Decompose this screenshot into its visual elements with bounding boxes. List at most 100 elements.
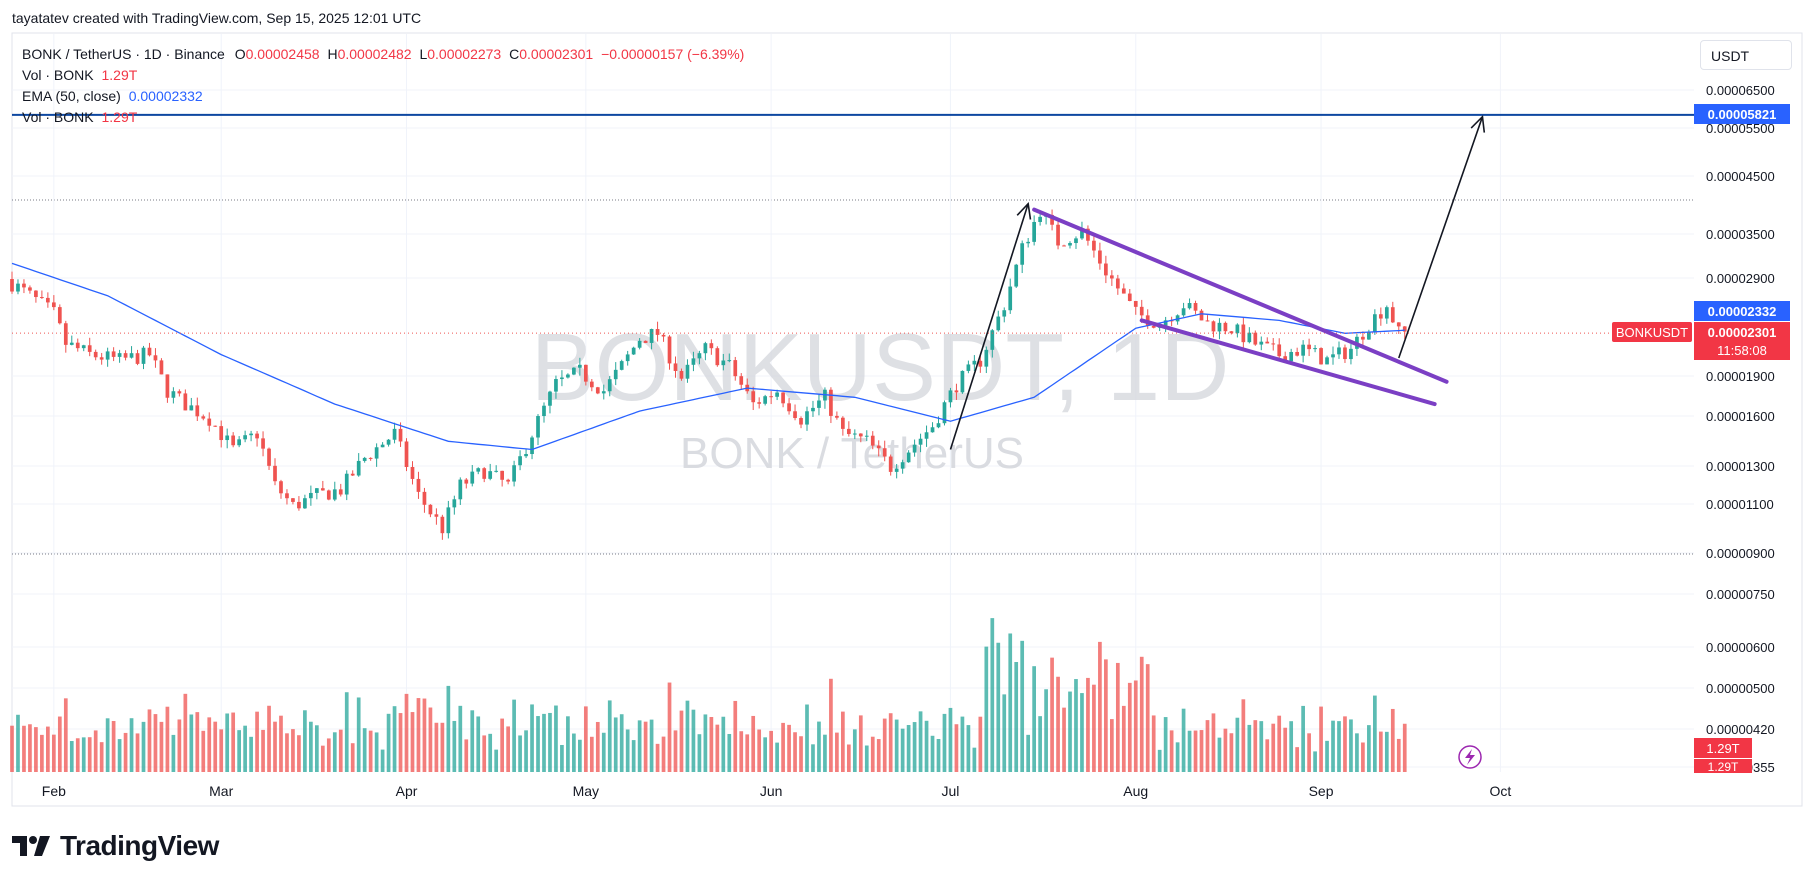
- currency-selector[interactable]: USDT: [1700, 40, 1792, 70]
- candle-body[interactable]: [117, 353, 122, 357]
- candle-body[interactable]: [972, 360, 977, 365]
- candle-body[interactable]: [512, 465, 516, 482]
- candle-body[interactable]: [733, 360, 738, 377]
- candle-body[interactable]: [1032, 221, 1036, 242]
- candle-body[interactable]: [936, 423, 941, 428]
- candle-body[interactable]: [583, 364, 588, 382]
- ema-row[interactable]: EMA (50, close) 0.00002332: [22, 86, 744, 107]
- candle-body[interactable]: [1402, 326, 1407, 332]
- candle-body[interactable]: [1277, 344, 1282, 357]
- wedge-lower-line[interactable]: [1139, 318, 1437, 407]
- candle-body[interactable]: [548, 391, 552, 406]
- candle-body[interactable]: [476, 468, 481, 472]
- candle-body[interactable]: [811, 407, 815, 412]
- candle-body[interactable]: [727, 360, 732, 362]
- candle-body[interactable]: [141, 347, 146, 364]
- candle-body[interactable]: [398, 428, 403, 442]
- candle-body[interactable]: [530, 437, 534, 455]
- candle-body[interactable]: [488, 471, 493, 479]
- candle-body[interactable]: [1235, 324, 1240, 334]
- candle-body[interactable]: [703, 343, 708, 354]
- candle-body[interactable]: [1289, 351, 1294, 362]
- candle-body[interactable]: [589, 381, 594, 388]
- volume-row-2[interactable]: Vol · BONK 1.29T: [22, 107, 744, 128]
- candle-body[interactable]: [691, 358, 696, 365]
- candle-body[interactable]: [57, 307, 62, 324]
- candle-body[interactable]: [153, 355, 158, 361]
- candle-body[interactable]: [1331, 354, 1335, 358]
- candle-body[interactable]: [679, 370, 684, 379]
- candle-body[interactable]: [1396, 322, 1401, 327]
- candle-body[interactable]: [147, 347, 152, 356]
- candle-body[interactable]: [1283, 356, 1288, 362]
- candle-body[interactable]: [1301, 344, 1305, 356]
- candle-body[interactable]: [817, 400, 821, 408]
- candle-body[interactable]: [518, 456, 522, 466]
- candle-body[interactable]: [1092, 240, 1096, 251]
- candle-body[interactable]: [918, 438, 923, 445]
- candle-body[interactable]: [876, 445, 881, 449]
- candle-body[interactable]: [105, 351, 110, 360]
- candle-body[interactable]: [996, 316, 1001, 331]
- candle-body[interactable]: [829, 389, 833, 416]
- candle-body[interactable]: [781, 392, 785, 404]
- candle-body[interactable]: [536, 416, 540, 438]
- candle-body[interactable]: [835, 415, 839, 418]
- candle-body[interactable]: [291, 498, 295, 502]
- candle-body[interactable]: [978, 360, 983, 367]
- candle-body[interactable]: [428, 504, 433, 515]
- candle-body[interactable]: [1378, 314, 1383, 319]
- candle-body[interactable]: [1056, 224, 1060, 246]
- candle-body[interactable]: [195, 405, 200, 417]
- candle-body[interactable]: [10, 278, 14, 292]
- candle-body[interactable]: [1127, 293, 1132, 301]
- candle-body[interactable]: [1181, 308, 1186, 316]
- candle-body[interactable]: [69, 342, 74, 345]
- pair-label[interactable]: BONK / TetherUS · 1D · Binance: [22, 46, 225, 62]
- candle-body[interactable]: [201, 416, 206, 419]
- candle-body[interactable]: [63, 323, 68, 345]
- candle-body[interactable]: [1074, 238, 1078, 244]
- candle-body[interactable]: [225, 435, 230, 441]
- candle-body[interactable]: [1068, 243, 1072, 246]
- candle-body[interactable]: [410, 466, 415, 479]
- candle-body[interactable]: [709, 343, 714, 349]
- candle-body[interactable]: [326, 490, 331, 500]
- candle-body[interactable]: [183, 393, 188, 411]
- candle-body[interactable]: [380, 444, 385, 448]
- volume-row[interactable]: Vol · BONK 1.29T: [22, 65, 744, 86]
- candle-body[interactable]: [984, 349, 989, 367]
- candle-body[interactable]: [1008, 286, 1013, 311]
- candle-body[interactable]: [207, 418, 212, 426]
- candle-body[interactable]: [159, 360, 164, 375]
- candle-body[interactable]: [960, 370, 965, 393]
- candle-body[interactable]: [350, 473, 355, 476]
- candle-body[interactable]: [440, 516, 445, 534]
- candle-body[interactable]: [51, 302, 56, 308]
- candle-body[interactable]: [243, 435, 247, 440]
- candle-body[interactable]: [757, 402, 762, 404]
- projection-arrow[interactable]: [1398, 116, 1484, 359]
- candle-body[interactable]: [87, 345, 92, 352]
- candle-body[interactable]: [1062, 245, 1066, 247]
- candle-body[interactable]: [320, 488, 325, 491]
- candle-body[interactable]: [506, 479, 510, 482]
- candle-body[interactable]: [1247, 332, 1252, 343]
- candle-body[interactable]: [93, 351, 98, 358]
- candle-body[interactable]: [171, 391, 176, 398]
- candle-body[interactable]: [1384, 307, 1389, 319]
- candle-body[interactable]: [787, 403, 791, 412]
- candle-body[interactable]: [434, 514, 439, 517]
- candle-body[interactable]: [625, 354, 630, 362]
- candle-body[interactable]: [368, 457, 373, 459]
- candle-body[interactable]: [906, 452, 911, 463]
- candle-body[interactable]: [285, 493, 289, 499]
- candle-body[interactable]: [643, 340, 648, 343]
- candle-body[interactable]: [1373, 314, 1377, 332]
- candle-body[interactable]: [1050, 214, 1054, 225]
- lightning-icon[interactable]: [1458, 745, 1482, 769]
- candle-body[interactable]: [1133, 300, 1138, 307]
- candle-body[interactable]: [1349, 348, 1353, 360]
- candle-body[interactable]: [338, 489, 343, 495]
- candle-body[interactable]: [1115, 278, 1120, 289]
